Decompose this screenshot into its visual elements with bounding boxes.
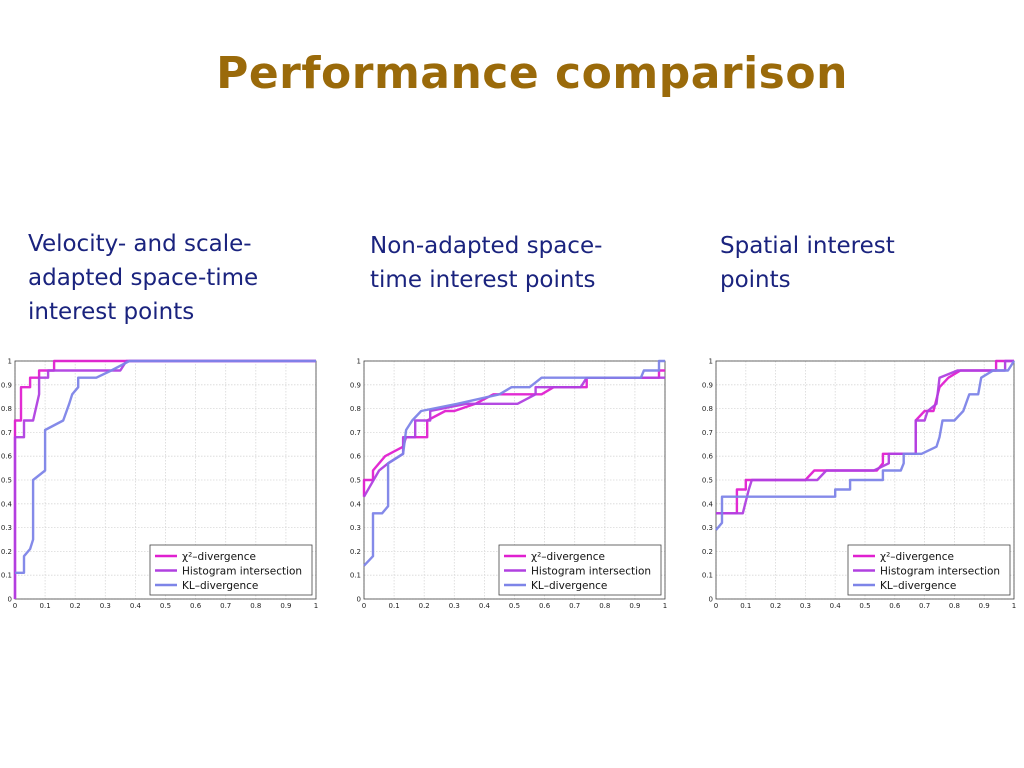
y-tick-label: 0.4 xyxy=(702,500,714,508)
x-tick-label: 0.2 xyxy=(419,602,430,610)
x-tick-label: 0.7 xyxy=(569,602,580,610)
caption-line: Velocity- and scale- xyxy=(28,231,252,257)
y-tick-label: 0.9 xyxy=(350,381,361,389)
y-tick-label: 0.6 xyxy=(702,453,714,461)
caption-velocity-scale-adapted: Velocity- and scale- adapted space-time … xyxy=(28,227,328,329)
legend-label: Histogram intersection xyxy=(880,566,1000,578)
x-tick-label: 0.6 xyxy=(190,602,202,610)
chart-velocity-scale-adapted: 0 0.1 0.2 0.3 0.4 0.5 0.6 0.7 0.8 0.9 1 0 0.1 0.2 0.3 0… xyxy=(1,358,318,611)
y-tick-label: 0.4 xyxy=(350,500,362,508)
y-tick-label: 0.2 xyxy=(1,548,12,556)
y-tick-label: 0.8 xyxy=(350,405,361,413)
series-line xyxy=(363,359,665,567)
y-tick-label: 0.2 xyxy=(350,548,361,556)
x-tick-label: 0.6 xyxy=(889,602,901,610)
y-tick-label: 1 xyxy=(357,358,361,366)
chart-spatial: 0 0.1 0.2 0.3 0.4 0.5 0.6 0.7 0.8 0.9 1 0 0.1 0.2 0.3 0… xyxy=(702,358,1016,611)
legend-label: KL–divergence xyxy=(880,580,956,592)
y-tick-label: 0.6 xyxy=(350,453,362,461)
y-tick-label: 0.7 xyxy=(350,429,361,437)
x-tick-label: 0.4 xyxy=(479,602,491,610)
series-line xyxy=(15,359,316,574)
caption-line: adapted space-time xyxy=(28,265,259,291)
x-tick-label: 1 xyxy=(663,602,667,610)
y-tick-label: 0.3 xyxy=(702,524,713,532)
y-tick-label: 0.4 xyxy=(1,500,13,508)
y-tick-label: 0.9 xyxy=(702,381,713,389)
y-tick-label: 0.7 xyxy=(1,429,12,437)
x-tick-label: 0.1 xyxy=(40,602,51,610)
x-tick-label: 1 xyxy=(314,602,318,610)
legend-label: Histogram intersection xyxy=(182,566,302,578)
x-tick-label: 0.8 xyxy=(949,602,960,610)
x-tick-label: 0.9 xyxy=(629,602,640,610)
x-tick-label: 0.3 xyxy=(800,602,811,610)
x-tick-label: 0 xyxy=(714,602,718,610)
y-tick-label: 0.6 xyxy=(1,453,13,461)
series-line xyxy=(13,359,316,599)
series-line xyxy=(13,359,316,599)
caption-line: time interest points xyxy=(370,267,596,293)
x-tick-label: 0 xyxy=(362,602,366,610)
y-tick-label: 0.2 xyxy=(702,548,713,556)
y-tick-label: 0.9 xyxy=(1,381,12,389)
slide-title: Performance comparison xyxy=(216,48,848,99)
y-tick-label: 0.8 xyxy=(702,405,713,413)
x-tick-label: 0.8 xyxy=(250,602,261,610)
y-tick-label: 0.1 xyxy=(702,572,713,580)
x-tick-label: 0.3 xyxy=(449,602,460,610)
x-tick-label: 0.2 xyxy=(770,602,781,610)
y-tick-label: 0.5 xyxy=(702,477,713,485)
y-tick-label: 0 xyxy=(357,596,361,604)
y-tick-label: 0.1 xyxy=(350,572,361,580)
x-tick-label: 0.7 xyxy=(919,602,930,610)
legend-label: KL–divergence xyxy=(182,580,258,592)
x-tick-label: 0.8 xyxy=(599,602,610,610)
y-tick-label: 0.3 xyxy=(1,524,12,532)
y-tick-label: 0.8 xyxy=(1,405,12,413)
x-tick-label: 0.3 xyxy=(100,602,111,610)
x-tick-label: 1 xyxy=(1012,602,1016,610)
y-tick-label: 0 xyxy=(8,596,12,604)
x-tick-label: 0.9 xyxy=(280,602,291,610)
axes-frame xyxy=(715,360,1015,600)
x-tick-label: 0.7 xyxy=(220,602,231,610)
caption-non-adapted: Non-adapted space- time interest points xyxy=(370,229,680,297)
caption-spatial: Spatial interest points xyxy=(720,229,1000,297)
series-line xyxy=(715,360,1016,531)
x-tick-label: 0.1 xyxy=(389,602,400,610)
y-tick-label: 0.7 xyxy=(702,429,713,437)
legend-label: χ²–divergence xyxy=(880,551,954,563)
x-tick-label: 0.5 xyxy=(160,602,171,610)
x-tick-label: 0.5 xyxy=(859,602,870,610)
caption-line: points xyxy=(720,267,791,293)
x-tick-label: 0.4 xyxy=(830,602,842,610)
chart-non-adapted: 0 0.1 0.2 0.3 0.4 0.5 0.6 0.7 0.8 0.9 1 0 0.1 0.2 0.3 0… xyxy=(350,358,667,611)
x-tick-label: 0.5 xyxy=(509,602,520,610)
y-tick-label: 1 xyxy=(8,358,12,366)
caption-line: Non-adapted space- xyxy=(370,233,603,259)
y-tick-label: 0 xyxy=(709,596,713,604)
x-tick-label: 0.4 xyxy=(130,602,142,610)
legend-label: KL–divergence xyxy=(531,580,607,592)
x-tick-label: 0 xyxy=(13,602,17,610)
y-tick-label: 0.5 xyxy=(1,477,12,485)
y-tick-label: 1 xyxy=(709,358,713,366)
caption-line: interest points xyxy=(28,299,195,325)
x-tick-label: 0.9 xyxy=(979,602,990,610)
caption-line: Spatial interest xyxy=(720,233,895,259)
y-tick-label: 0.1 xyxy=(1,572,12,580)
x-tick-label: 0.2 xyxy=(70,602,81,610)
y-tick-label: 0.5 xyxy=(350,477,361,485)
legend-label: χ²–divergence xyxy=(182,551,256,563)
y-tick-label: 0.3 xyxy=(350,524,361,532)
x-tick-label: 0.1 xyxy=(740,602,751,610)
x-tick-label: 0.6 xyxy=(539,602,551,610)
legend-label: χ²–divergence xyxy=(531,551,605,563)
legend-label: Histogram intersection xyxy=(531,566,651,578)
